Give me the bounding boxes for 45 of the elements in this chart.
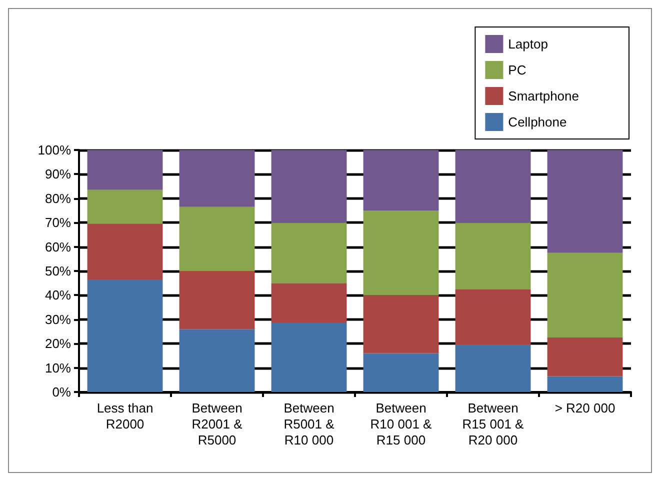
bar	[455, 150, 531, 223]
y-tick-label: 100%	[38, 142, 72, 158]
y-tick-label: 30%	[44, 312, 72, 327]
legend-label: Laptop	[508, 36, 548, 52]
legend-label: Cellphone	[508, 114, 567, 130]
y-tick-label: 10%	[44, 360, 72, 376]
bar	[179, 206, 255, 271]
bar	[179, 271, 255, 330]
bar	[271, 283, 347, 324]
bar	[363, 295, 439, 354]
bar	[87, 279, 163, 392]
bar	[455, 222, 531, 290]
y-tick-label: 40%	[44, 288, 72, 303]
bar	[363, 150, 439, 210]
legend-label: Smartphone	[508, 88, 580, 104]
x-tick-label: Between R2001 & R5000	[192, 400, 243, 448]
bar	[87, 150, 163, 190]
bar	[87, 190, 163, 224]
bar	[179, 329, 255, 392]
bar	[271, 323, 347, 392]
bar	[547, 376, 623, 392]
y-tick-label: 0%	[52, 384, 72, 400]
y-tick-label: 80%	[44, 190, 72, 206]
bar	[455, 344, 531, 392]
x-tick-label: Between R10 001 & R15 000	[370, 400, 432, 448]
y-tick-label: 60%	[44, 239, 72, 254]
bar	[87, 224, 163, 280]
bar	[271, 222, 347, 284]
bar	[179, 150, 255, 207]
y-tick-label: 20%	[44, 336, 72, 352]
bar	[547, 150, 623, 253]
x-tick-label: Less than R2000	[96, 400, 154, 432]
x-tick-label: > R20 000	[554, 400, 616, 416]
bar	[363, 210, 439, 296]
bar	[547, 338, 623, 376]
legend-label: PC	[508, 62, 526, 78]
bar	[271, 150, 347, 223]
x-tick-label: Between R15 001 & R20 000	[462, 400, 524, 448]
y-tick-label: 90%	[44, 166, 72, 182]
bar	[547, 252, 623, 338]
bar	[363, 353, 439, 392]
x-tick-label: Between R5001 & R10 000	[284, 400, 335, 448]
bar	[455, 289, 531, 345]
y-tick-label: 50%	[44, 264, 72, 278]
y-tick-label: 70%	[44, 215, 72, 230]
